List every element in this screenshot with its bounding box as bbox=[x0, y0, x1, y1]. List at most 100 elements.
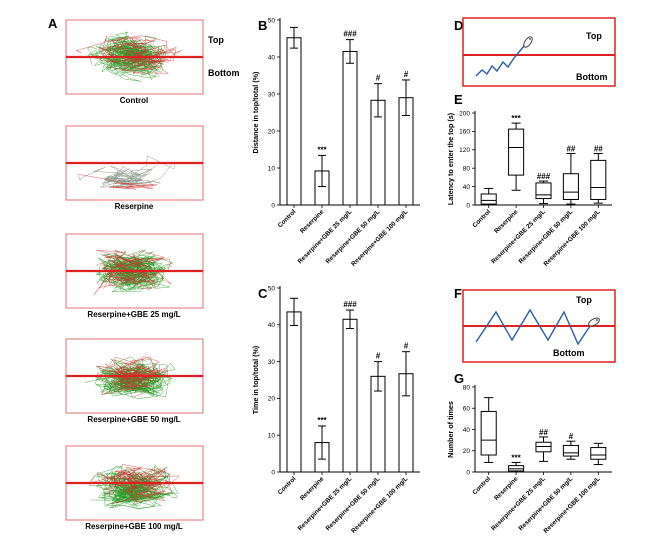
x-tick-label: Reserpine bbox=[493, 475, 520, 502]
y-tick-label: 0 bbox=[466, 469, 470, 476]
track-path bbox=[78, 155, 176, 188]
x-tick-label: Reserpine+GBE 50 mg/L bbox=[325, 475, 382, 532]
x-tick-label: Reserpine+GBE 50 mg/L bbox=[518, 208, 575, 265]
x-tick-label: Reserpine+GBE 50 mg/L bbox=[518, 475, 575, 532]
track-path-fast bbox=[78, 174, 158, 190]
track-caption-gbe50: Reserpine+GBE 50 mg/L bbox=[87, 415, 180, 424]
track-caption-gbe25: Reserpine+GBE 25 mg/L bbox=[87, 310, 180, 319]
y-tick-label: 60 bbox=[463, 406, 471, 413]
y-tick-label: 10 bbox=[268, 165, 276, 172]
y-tick-label: 0 bbox=[271, 469, 275, 476]
panel-a-bottom-label: Bottom bbox=[208, 68, 240, 78]
significance-label: ## bbox=[594, 144, 603, 153]
bar bbox=[286, 37, 302, 206]
y-tick-label: 40 bbox=[268, 54, 276, 61]
y-tick-label: 120 bbox=[459, 147, 470, 154]
x-tick-label: Reserpine+GBE 50 mg/L bbox=[325, 208, 382, 265]
significance-label: # bbox=[376, 74, 381, 83]
x-tick-label: Reserpine bbox=[493, 208, 520, 235]
significance-label: # bbox=[404, 70, 409, 79]
significance-label: ## bbox=[566, 144, 575, 153]
panel-letter-a: A bbox=[48, 16, 58, 31]
track-path bbox=[89, 464, 179, 510]
box bbox=[480, 410, 497, 456]
box bbox=[480, 193, 497, 205]
x-tick-label: Reserpine+GBE 100 mg/L bbox=[542, 475, 601, 534]
y-tick-label: 40 bbox=[463, 184, 471, 191]
panel-letter-f: F bbox=[454, 286, 462, 301]
significance-label: *** bbox=[317, 145, 327, 154]
y-tick-label: 0 bbox=[466, 202, 470, 209]
significance-label: ### bbox=[343, 300, 357, 309]
y-tick-label: 160 bbox=[459, 129, 470, 136]
x-tick-label: Reserpine+GBE 25 mg/L bbox=[297, 208, 354, 265]
y-tick-label: 80 bbox=[463, 384, 471, 391]
significance-label: *** bbox=[511, 453, 521, 462]
panel-f-top-label: Top bbox=[576, 295, 592, 305]
panel-d-tank-frame bbox=[462, 17, 616, 87]
panel-d-swim-path bbox=[475, 45, 525, 77]
y-tick-label: 30 bbox=[268, 91, 276, 98]
significance-label: ### bbox=[343, 30, 357, 39]
track-box bbox=[65, 125, 204, 201]
significance-label: # bbox=[376, 352, 381, 361]
x-tick-label: Reserpine+GBE 100 mg/L bbox=[350, 475, 409, 534]
x-tick-label: Reserpine+GBE 25 mg/L bbox=[490, 475, 547, 532]
panel-d-schematic: Top Bottom bbox=[462, 17, 616, 87]
track-box bbox=[65, 338, 204, 414]
track-path-fast bbox=[96, 356, 169, 398]
x-tick-label: Reserpine bbox=[299, 475, 326, 502]
x-tick-label: Control bbox=[471, 208, 492, 229]
track-box bbox=[65, 19, 204, 95]
box bbox=[590, 159, 607, 200]
significance-label: *** bbox=[511, 114, 521, 123]
y-axis-label: Latency to enter the top (s) bbox=[446, 112, 455, 205]
box bbox=[562, 444, 579, 457]
box bbox=[508, 465, 525, 472]
y-tick-label: 20 bbox=[268, 128, 276, 135]
bar bbox=[286, 311, 302, 473]
y-tick-label: 20 bbox=[463, 448, 471, 455]
chart-b-distance-in-top: 0 10 20 30 40 50 Distance in top/total (%) Cont… bbox=[251, 17, 420, 268]
track-path bbox=[95, 249, 174, 293]
chart-e-latency-to-top: 0 40 80 120 160 200 Latency to enter the top (… bbox=[446, 110, 612, 268]
y-axis-label: Distance in top/total (%) bbox=[251, 71, 260, 153]
y-tick-label: 20 bbox=[268, 396, 276, 403]
box bbox=[590, 447, 607, 460]
y-axis-label: Time in top/total (%) bbox=[251, 345, 260, 414]
panel-d-top-label: Top bbox=[586, 31, 602, 41]
panel-d-bottom-label: Bottom bbox=[576, 72, 608, 82]
fish-icon bbox=[523, 36, 533, 48]
x-tick-label: Reserpine+GBE 25 mg/L bbox=[297, 475, 354, 532]
y-tick-label: 50 bbox=[268, 17, 276, 24]
bar bbox=[342, 318, 358, 473]
bar bbox=[342, 50, 358, 206]
track-caption-gbe100: Reserpine+GBE 100 mg/L bbox=[85, 522, 183, 531]
y-tick-label: 50 bbox=[268, 285, 276, 292]
fish-icon bbox=[588, 317, 600, 327]
panel-letter-c: C bbox=[258, 286, 268, 301]
y-axis-label: Number of times bbox=[446, 401, 455, 458]
y-tick-label: 30 bbox=[268, 359, 276, 366]
x-tick-label: Reserpine+GBE 100 mg/L bbox=[350, 208, 409, 267]
significance-label: ## bbox=[539, 428, 548, 437]
significance-label: # bbox=[404, 342, 409, 351]
y-tick-label: 80 bbox=[463, 166, 471, 173]
x-tick-label: Control bbox=[277, 475, 298, 496]
track-box bbox=[65, 445, 204, 521]
panel-f-bottom-label: Bottom bbox=[553, 348, 585, 358]
significance-label: ### bbox=[537, 172, 551, 181]
panel-a-track-plots bbox=[65, 19, 204, 521]
track-box bbox=[65, 233, 204, 309]
significance-label: *** bbox=[317, 416, 327, 425]
panel-f-schematic: Top Bottom bbox=[462, 289, 616, 363]
track-path-fast bbox=[93, 249, 172, 296]
panel-letter-e: E bbox=[454, 92, 463, 107]
x-tick-label: Reserpine+GBE 100 mg/L bbox=[542, 208, 601, 267]
track-caption-control: Control bbox=[120, 96, 148, 105]
track-path-fast bbox=[75, 35, 183, 78]
y-tick-label: 40 bbox=[268, 322, 276, 329]
y-tick-label: 200 bbox=[459, 110, 470, 117]
